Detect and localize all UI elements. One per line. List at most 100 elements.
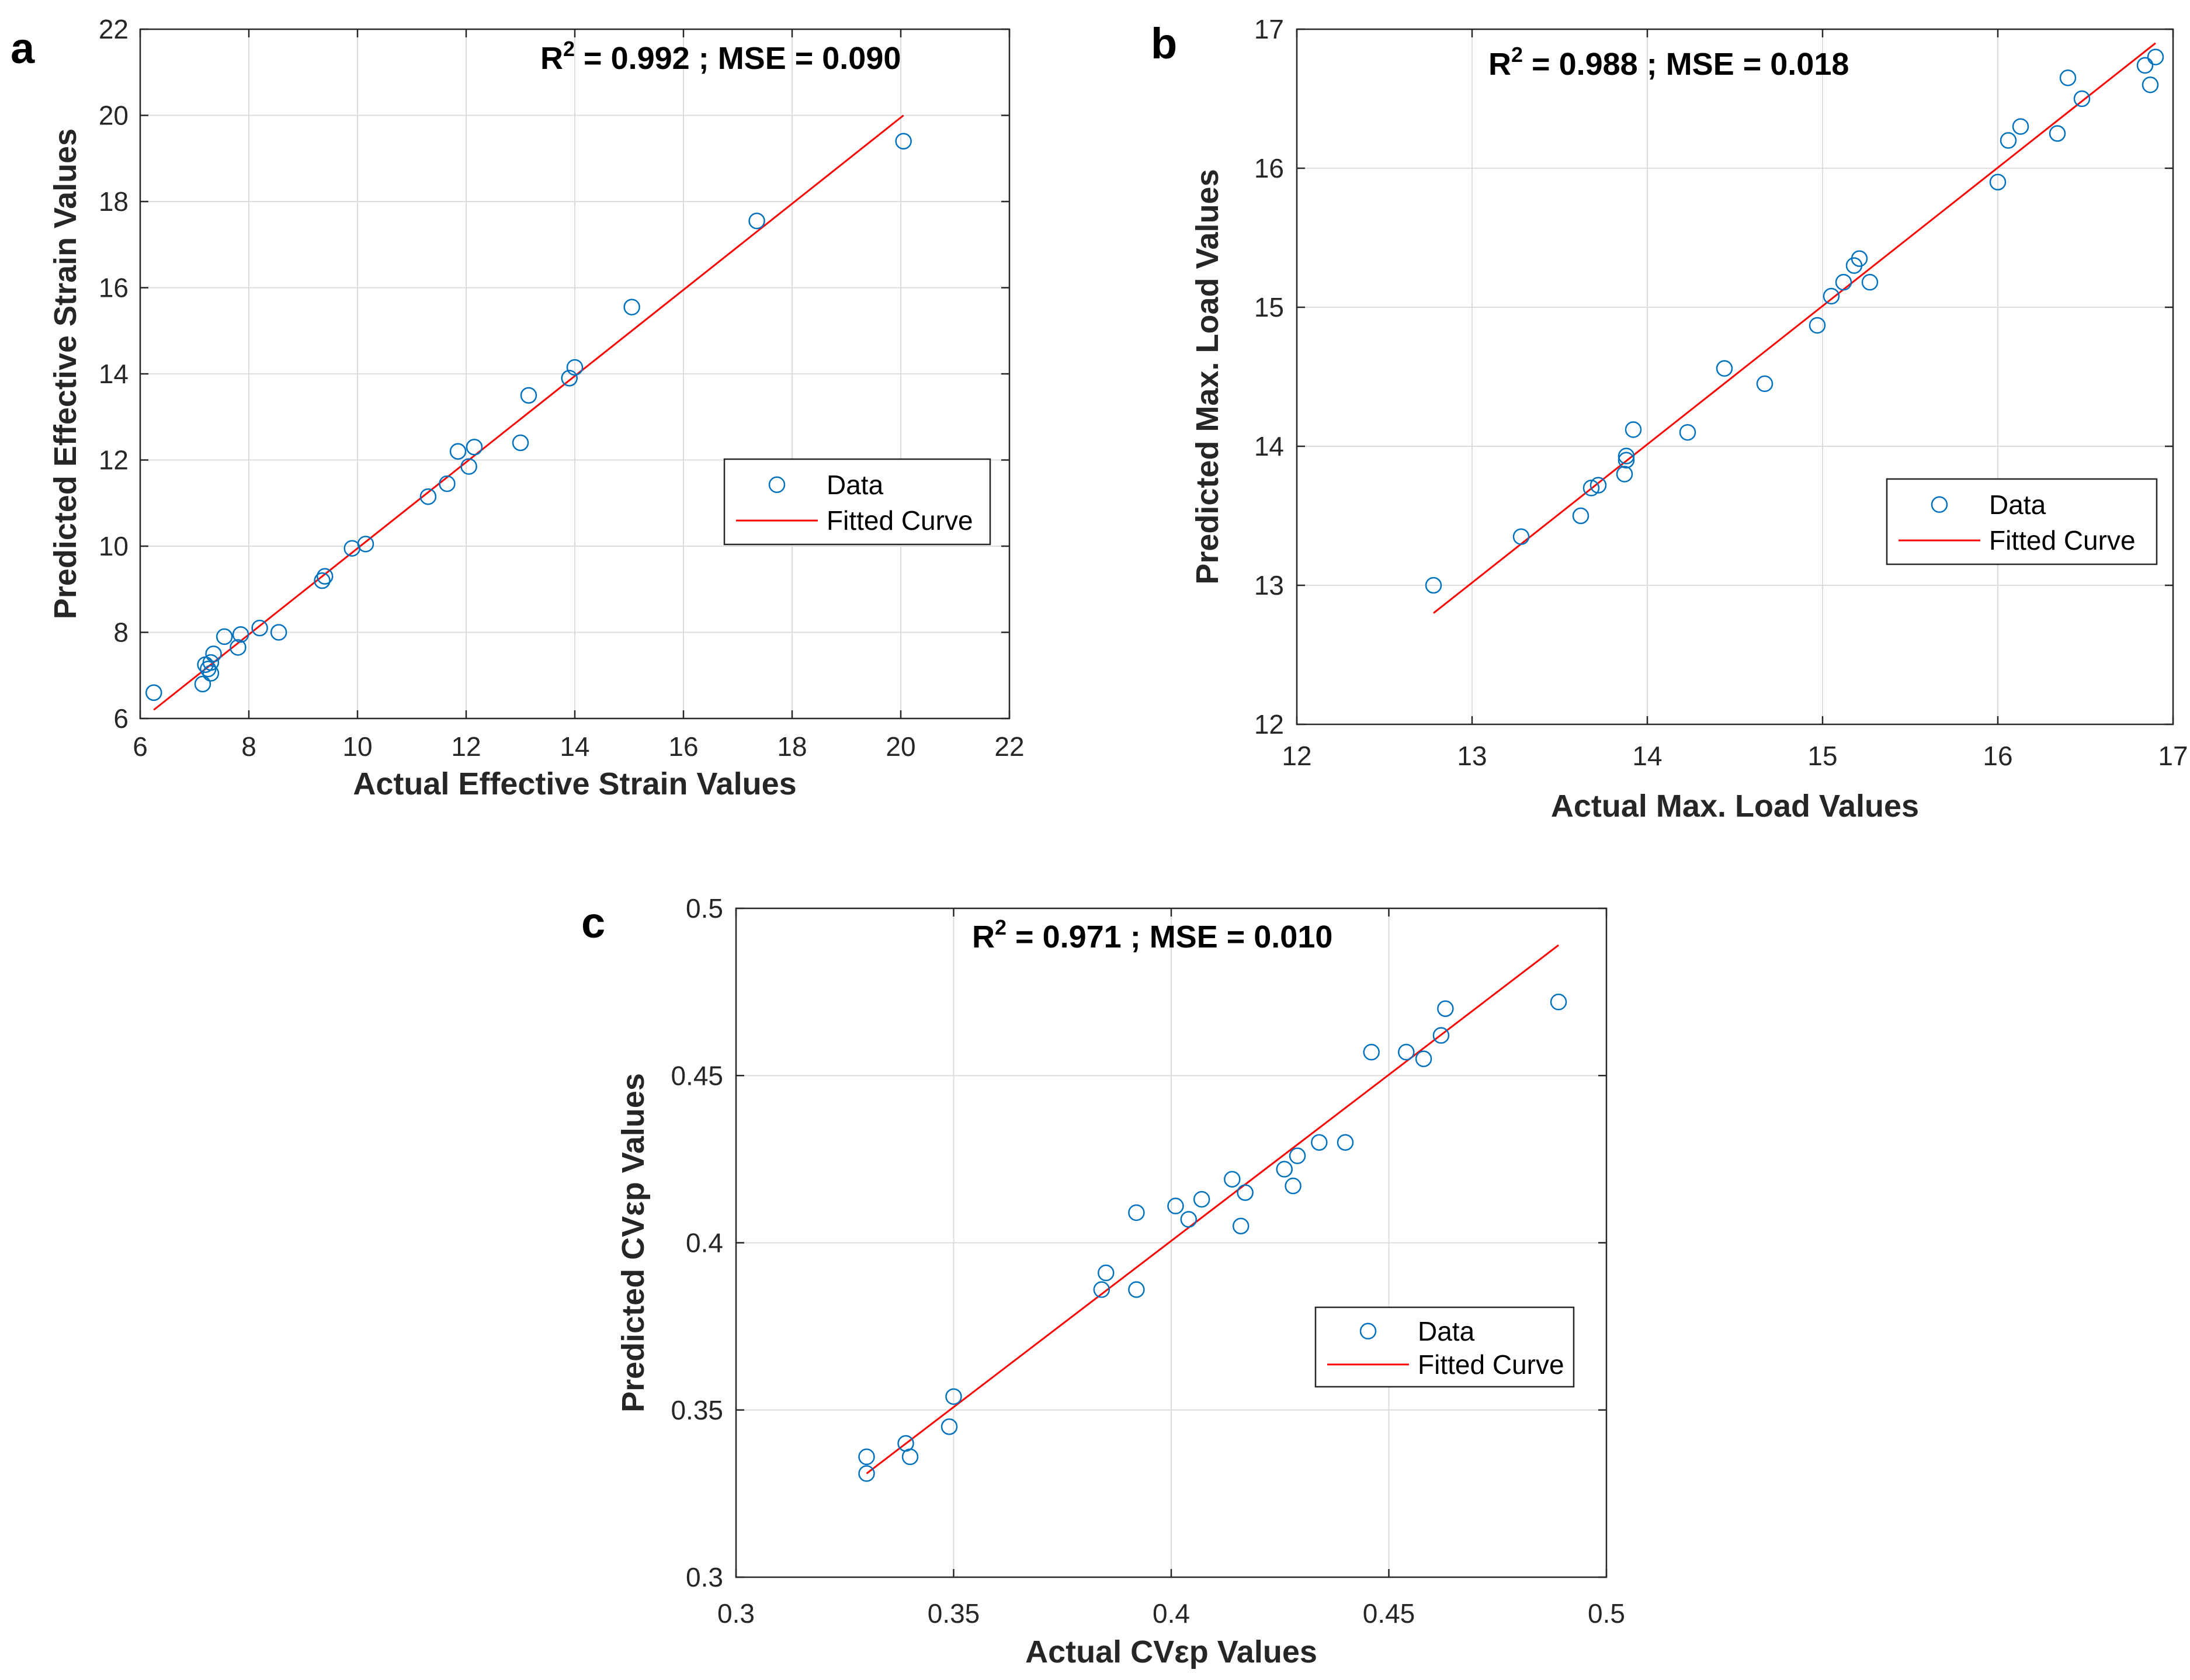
data-point xyxy=(623,298,640,315)
data-point xyxy=(1224,1171,1241,1188)
data-point xyxy=(466,439,483,456)
data-point xyxy=(357,536,374,553)
data-point xyxy=(1835,273,1852,291)
data-point xyxy=(1989,173,2007,191)
data-point xyxy=(1180,1211,1198,1228)
data-point xyxy=(1512,528,1530,545)
y-tick-label: 13 xyxy=(1254,570,1284,601)
data-point xyxy=(1237,1184,1254,1201)
data-point xyxy=(1679,424,1696,441)
legend-data-marker xyxy=(1359,1323,1377,1340)
fitted-curve xyxy=(866,944,1559,1474)
data-point xyxy=(1589,477,1607,494)
x-tick-label: 12 xyxy=(1282,741,1311,771)
data-point xyxy=(1432,1027,1450,1044)
data-point xyxy=(194,675,211,693)
legend-entry-fitted-curve: Fitted Curve xyxy=(1989,525,2136,556)
data-point xyxy=(216,628,233,645)
legend-entry-fitted-curve: Fitted Curve xyxy=(827,505,973,536)
data-point xyxy=(858,1448,875,1466)
y-tick-label: 18 xyxy=(99,186,129,217)
y-tick-label: 10 xyxy=(99,531,129,561)
legend-entry-fitted-curve: Fitted Curve xyxy=(1418,1349,1564,1380)
data-point xyxy=(1285,1177,1301,1195)
y-tick-label: 8 xyxy=(113,617,129,648)
x-tick-label: 17 xyxy=(2158,741,2188,771)
y-tick-label: 0.4 xyxy=(686,1228,723,1258)
data-point xyxy=(1363,1043,1380,1061)
data-point xyxy=(895,133,912,150)
data-point xyxy=(1809,317,1826,334)
data-point xyxy=(205,645,222,662)
data-point xyxy=(1193,1190,1210,1208)
x-tick-label: 10 xyxy=(342,731,372,762)
x-tick-label: 6 xyxy=(133,731,148,762)
r-squared-symbol: R xyxy=(972,919,995,954)
data-point xyxy=(1093,1281,1110,1298)
x-axis-label: Actual Effective Strain Values xyxy=(353,766,796,801)
data-point xyxy=(1625,421,1642,438)
legend-entry-data: Data xyxy=(1418,1316,1475,1346)
x-tick-label: 12 xyxy=(451,731,481,762)
data-point xyxy=(2073,90,2091,107)
x-tick-label: 20 xyxy=(886,731,915,762)
data-point xyxy=(1618,447,1635,464)
data-point xyxy=(145,684,162,701)
data-point xyxy=(251,619,268,637)
data-point xyxy=(314,572,331,589)
data-point xyxy=(1550,994,1567,1011)
data-point xyxy=(1232,1217,1250,1235)
y-tick-label: 22 xyxy=(99,14,129,44)
data-point xyxy=(1425,577,1442,594)
data-point xyxy=(1311,1134,1328,1151)
y-tick-label: 17 xyxy=(1254,14,1284,44)
data-point xyxy=(1398,1043,1415,1061)
data-point xyxy=(1582,480,1600,497)
data-point xyxy=(1289,1147,1306,1164)
y-tick-label: 14 xyxy=(1254,431,1284,461)
panel-b: 12 13 14 15 16 17 12 13 14 15 16 17 Actual Max. Load… xyxy=(1151,14,2188,824)
x-tick-label: 14 xyxy=(1632,741,1662,771)
x-tick-label: 0.4 xyxy=(1153,1598,1190,1629)
legend-entry-data: Data xyxy=(1989,490,2046,520)
fit-statistics-values: = 0.992 ; MSE = 0.090 xyxy=(575,41,901,76)
axes-frame xyxy=(1296,28,2174,726)
r-squared-superscript: 2 xyxy=(995,915,1007,939)
panel-label: a xyxy=(11,24,35,72)
x-tick-label: 16 xyxy=(668,731,698,762)
x-axis-label: Actual Max. Load Values xyxy=(1551,789,1919,824)
fit-statistics-annotation: R2 = 0.992 ; MSE = 0.090 xyxy=(540,37,901,76)
data-point xyxy=(1851,250,1868,267)
data-point xyxy=(1716,360,1733,377)
data-point xyxy=(1128,1281,1145,1298)
legend-box xyxy=(1314,1306,1575,1388)
data-point xyxy=(512,434,529,452)
y-tick-label: 12 xyxy=(1254,709,1284,740)
panel-c: 0.3 0.35 0.4 0.45 0.5 0.3 0.35 0.4 0.45 0.5 Actual… xyxy=(581,893,1625,1669)
x-tick-label: 16 xyxy=(1983,741,2012,771)
y-tick-label: 0.45 xyxy=(671,1060,723,1091)
y-axis-label: Predicted Effective Strain Values xyxy=(48,129,83,619)
y-tick-label: 16 xyxy=(1254,153,1284,183)
data-point xyxy=(1861,273,1879,291)
x-tick-label: 14 xyxy=(560,731,589,762)
data-point xyxy=(945,1388,962,1405)
y-tick-label: 6 xyxy=(113,703,129,734)
data-point xyxy=(940,1418,958,1435)
data-point xyxy=(748,212,765,230)
data-point xyxy=(2142,76,2159,93)
x-tick-label: 0.3 xyxy=(717,1598,755,1629)
data-point xyxy=(1337,1134,1354,1151)
data-point xyxy=(1415,1050,1432,1067)
data-point xyxy=(2000,132,2017,149)
legend-box xyxy=(1886,478,2158,565)
x-axis-label: Actual CVεp Values xyxy=(1025,1634,1317,1669)
y-tick-label: 0.5 xyxy=(686,893,723,924)
panel-a: 6 8 10 12 14 16 18 20 22 6 8 10 12 14 16 18 20 22 Actual E… xyxy=(11,14,1025,801)
data-point xyxy=(858,1465,875,1482)
data-point xyxy=(2059,70,2077,86)
r-squared-symbol: R xyxy=(1488,47,1511,82)
